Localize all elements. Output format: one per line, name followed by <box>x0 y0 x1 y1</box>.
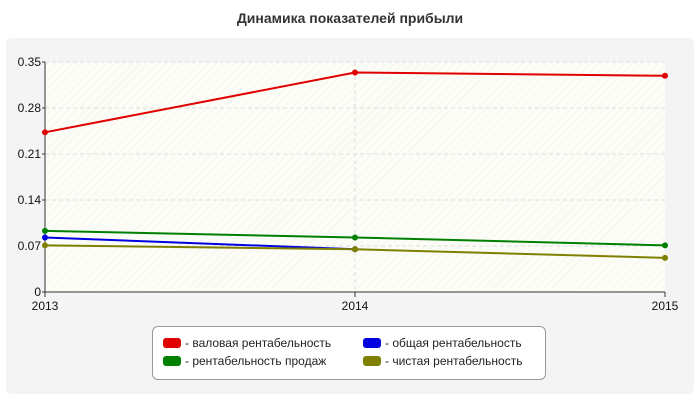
series-line-1 <box>44 236 356 251</box>
legend-item-gross[interactable]: - валовая рентабельность <box>163 335 331 351</box>
legend-swatch-sales <box>163 356 181 366</box>
legend-label-total: - общая рентабельность <box>385 336 522 350</box>
legend-swatch-total <box>363 338 381 348</box>
data-point-2[interactable] <box>662 242 668 249</box>
x-tick-label: 2014 <box>342 299 369 313</box>
y-tick-label: 0 <box>34 285 41 299</box>
axes <box>42 61 666 297</box>
grid-lines <box>45 61 665 292</box>
legend-label-gross: - валовая рентабельность <box>185 336 332 350</box>
data-point-0[interactable] <box>352 69 358 76</box>
legend-label-sales: - рентабельность продаж <box>185 354 327 368</box>
legend: - валовая рентабельность - общая рентабе… <box>152 326 546 380</box>
legend-item-total[interactable]: - общая рентабельность <box>363 335 522 351</box>
legend-item-net[interactable]: - чистая рентабельность <box>363 353 522 369</box>
data-point-3[interactable] <box>42 242 48 249</box>
x-tick-label: 2013 <box>32 299 59 313</box>
y-tick-label: 0.35 <box>18 55 42 69</box>
data-point-2[interactable] <box>352 234 358 241</box>
legend-label-net: - чистая рентабельность <box>385 354 523 368</box>
x-tick-labels: 2013 2014 2015 <box>32 299 679 313</box>
y-tick-label: 0.14 <box>18 193 42 207</box>
data-point-1[interactable] <box>42 234 48 241</box>
data-point-3[interactable] <box>352 246 358 253</box>
data-point-2[interactable] <box>42 227 48 234</box>
y-tick-label: 0.07 <box>18 239 42 253</box>
y-tick-label: 0.21 <box>18 147 42 161</box>
legend-swatch-net <box>363 356 381 366</box>
x-tick-label: 2015 <box>652 299 679 313</box>
y-tick-label: 0.28 <box>18 101 42 115</box>
data-point-3[interactable] <box>662 254 668 261</box>
legend-swatch-gross <box>163 338 181 348</box>
data-point-0[interactable] <box>662 72 668 79</box>
series-lines <box>42 69 668 261</box>
data-point-0[interactable] <box>42 129 48 136</box>
y-tick-labels: 0.35 0.28 0.21 0.14 0.07 0 <box>18 55 42 299</box>
chart-title: Динамика показателей прибыли <box>236 10 464 26</box>
legend-item-sales[interactable]: - рентабельность продаж <box>163 353 326 369</box>
